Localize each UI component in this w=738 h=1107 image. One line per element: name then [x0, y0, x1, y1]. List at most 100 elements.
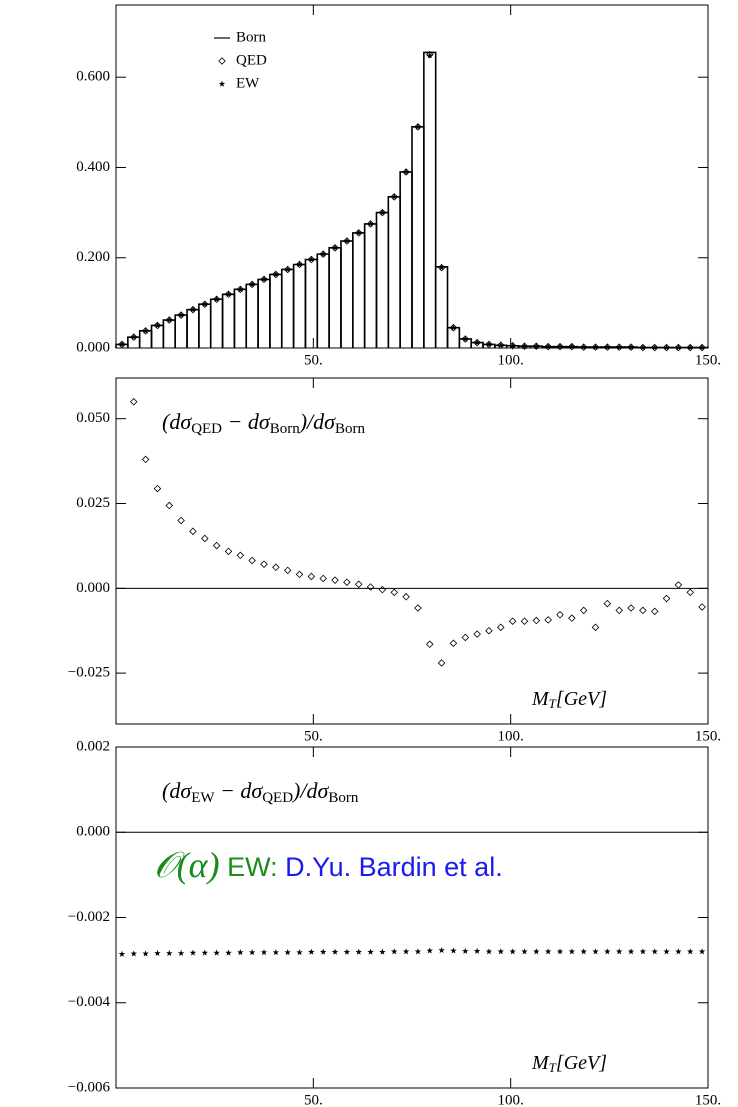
annotation-subscript: QED [191, 421, 222, 437]
star-marker [604, 343, 611, 350]
legend-label: QED [236, 52, 267, 68]
diamond-marker [615, 606, 623, 615]
star-marker [592, 948, 599, 955]
star-marker [497, 341, 505, 349]
y-tick-label: −0.025 [68, 665, 110, 681]
star-marker [308, 256, 315, 263]
annotation-text: (dσ [162, 409, 192, 434]
y-tick-label: 0.200 [76, 249, 110, 265]
diamond-marker [579, 606, 588, 615]
y-tick-label: 0.025 [76, 495, 110, 511]
star-marker [556, 948, 564, 955]
histogram-bin [221, 293, 236, 348]
star-marker [272, 949, 280, 956]
diamond-marker [437, 659, 446, 667]
y-tick-label: 0.400 [76, 159, 110, 175]
star-marker [225, 949, 232, 956]
histogram-bin [245, 283, 259, 348]
y-tick-label: 0.000 [76, 824, 110, 840]
star-marker [130, 333, 137, 340]
y-tick-label: 0.000 [76, 339, 110, 355]
star-marker [462, 335, 469, 342]
star-marker [580, 948, 587, 955]
histogram-bin [257, 278, 271, 348]
y-tick-label: 0.000 [76, 580, 110, 596]
diamond-marker [201, 534, 209, 543]
diamond-marker [260, 560, 268, 568]
histogram-bin [269, 273, 283, 348]
star-marker [319, 948, 327, 955]
star-marker [166, 316, 173, 323]
annotation-subscript: Born [270, 421, 301, 437]
diamond-marker [508, 617, 517, 625]
star-marker [402, 948, 410, 955]
star-marker [343, 237, 351, 244]
star-marker [438, 264, 445, 271]
star-marker [426, 947, 433, 954]
diamond-marker [674, 581, 683, 589]
star-marker [521, 342, 528, 349]
x-label-text: M [531, 688, 550, 710]
x-axis-label: MT[GeV] [531, 688, 607, 711]
star-marker [556, 343, 564, 350]
star-marker [675, 344, 682, 351]
star-marker [142, 950, 149, 957]
star-marker [367, 948, 374, 955]
star-marker [450, 324, 457, 331]
diamond-marker [319, 574, 327, 583]
annotation-subscript: EW [191, 790, 215, 806]
star-marker [284, 266, 291, 273]
star-marker [544, 948, 552, 955]
star-marker [497, 948, 505, 955]
y-tick-label: 0.050 [76, 410, 110, 426]
annotation-text: (dσ [162, 778, 192, 803]
annotation-subscript: QED [262, 790, 293, 806]
star-marker [426, 52, 433, 59]
x-tick-label: 150. [695, 728, 721, 744]
star-marker [663, 948, 670, 955]
star-marker [308, 948, 315, 955]
diamond-marker [177, 516, 185, 525]
histogram-bin [174, 314, 188, 348]
diamond-marker [473, 630, 481, 638]
legend-star [218, 80, 226, 87]
histogram-bin [198, 303, 212, 348]
star-marker [296, 261, 303, 268]
x-tick-label: 100. [498, 1092, 524, 1107]
histogram-bin [280, 268, 295, 348]
diamond-marker [627, 604, 635, 612]
annotation-subscript: Born [335, 421, 366, 437]
star-marker [225, 290, 232, 298]
histogram-bin [186, 308, 200, 348]
star-marker [213, 949, 220, 956]
star-marker [687, 948, 694, 955]
star-marker [438, 946, 445, 954]
x-tick-label: 150. [695, 1092, 721, 1107]
diamond-marker [141, 455, 150, 464]
star-marker [213, 295, 220, 303]
x-tick-label: 50. [304, 728, 323, 744]
star-marker [189, 306, 197, 313]
diamond-marker [248, 556, 256, 565]
annotation-subscript: Born [328, 790, 359, 806]
legend-label: EW [236, 75, 260, 91]
diamond-marker [129, 397, 138, 406]
diamond-marker [461, 633, 470, 642]
diamond-marker [236, 551, 245, 560]
diamond-marker [591, 623, 600, 632]
star-marker [604, 948, 611, 955]
star-marker [118, 340, 126, 348]
star-marker [521, 948, 528, 955]
diamond-marker [650, 607, 659, 616]
star-marker [568, 343, 576, 350]
credit-note-part: EW: [220, 852, 278, 882]
star-marker [177, 949, 185, 957]
star-marker [391, 948, 398, 955]
credit-note-part: 𝒪(α) [154, 845, 220, 885]
x-axis-label: MT[GeV] [531, 1052, 607, 1075]
histogram-bin [363, 223, 378, 348]
star-marker [450, 947, 457, 954]
diamond-marker [544, 616, 552, 624]
star-marker [627, 343, 635, 350]
diamond-marker [331, 576, 339, 584]
